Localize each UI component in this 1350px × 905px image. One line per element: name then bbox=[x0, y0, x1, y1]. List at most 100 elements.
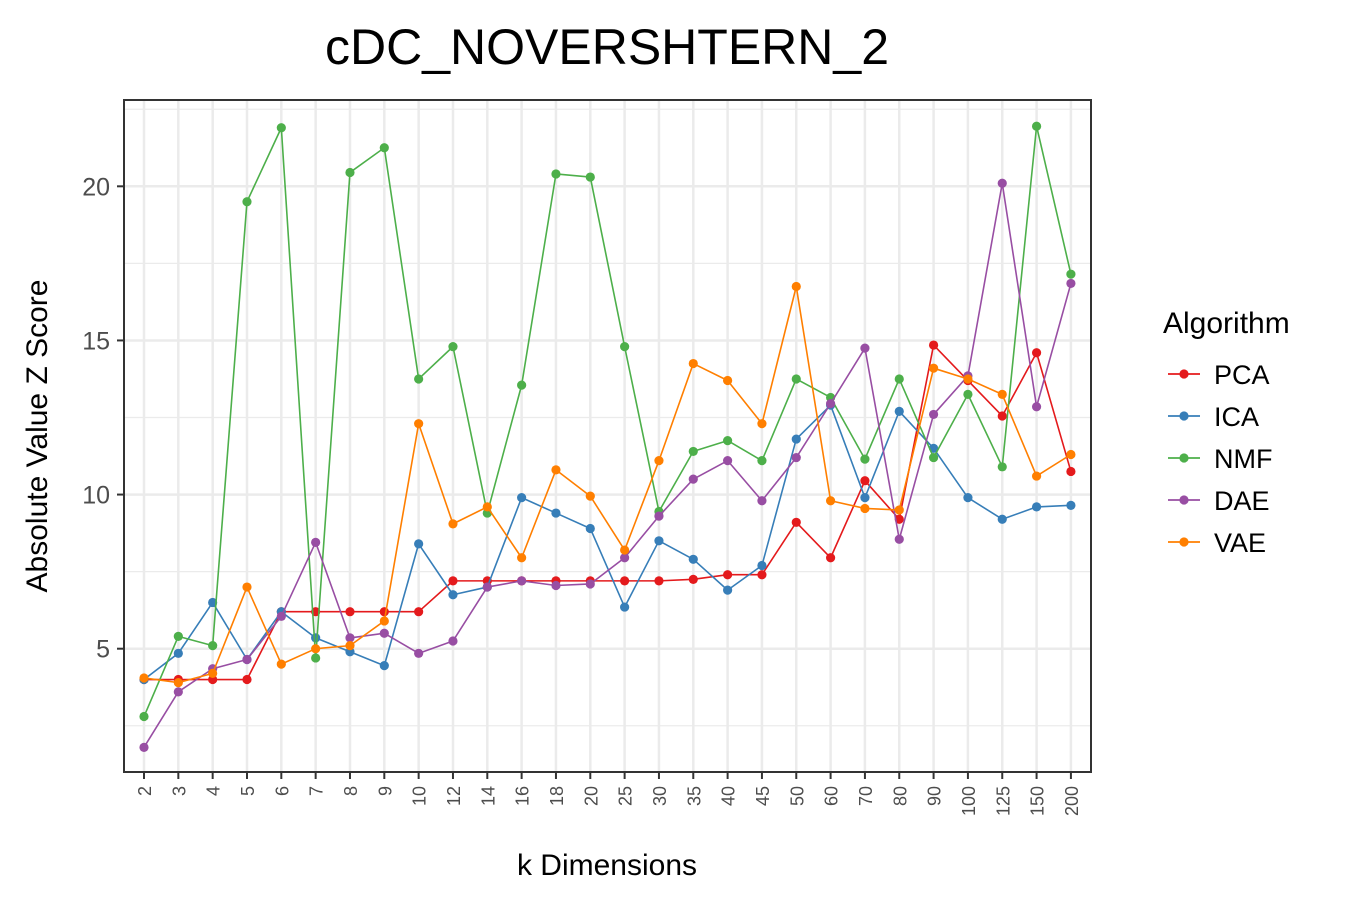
x-tick-label: 9 bbox=[375, 786, 395, 796]
data-point-ica bbox=[757, 560, 767, 571]
x-tick-label: 20 bbox=[581, 786, 601, 806]
x-tick-label: 10 bbox=[410, 786, 430, 806]
data-point-vae bbox=[723, 375, 733, 386]
data-point-pca bbox=[1066, 466, 1076, 477]
legend-key-point bbox=[1179, 495, 1189, 505]
data-point-pca bbox=[620, 576, 630, 586]
data-point-ica bbox=[173, 648, 183, 658]
data-point-pca bbox=[414, 607, 424, 617]
data-point-dae bbox=[379, 628, 389, 638]
data-point-pca bbox=[654, 576, 664, 586]
data-point-nmf bbox=[139, 711, 149, 722]
series-dae bbox=[139, 178, 1076, 752]
data-point-nmf bbox=[860, 454, 870, 464]
data-point-nmf bbox=[276, 123, 286, 133]
data-point-pca bbox=[688, 574, 698, 584]
data-point-dae bbox=[311, 537, 321, 547]
data-point-dae bbox=[654, 511, 664, 521]
series-vae bbox=[139, 281, 1076, 688]
data-point-dae bbox=[620, 553, 630, 563]
data-point-vae bbox=[173, 678, 183, 688]
data-point-dae bbox=[414, 648, 424, 658]
data-point-vae bbox=[791, 281, 801, 292]
y-axis-title: Absolute Value Z Score bbox=[21, 280, 54, 593]
data-point-dae bbox=[826, 399, 836, 409]
data-point-ica bbox=[517, 493, 527, 503]
data-point-pca bbox=[345, 607, 355, 617]
data-point-ica bbox=[620, 602, 630, 612]
x-tick-label: 4 bbox=[204, 786, 224, 796]
data-point-vae bbox=[826, 496, 836, 506]
data-point-ica bbox=[723, 585, 733, 595]
data-point-dae bbox=[139, 742, 149, 752]
data-point-pca bbox=[791, 517, 801, 527]
legend-item-ica: ICA bbox=[1168, 402, 1259, 432]
data-point-vae bbox=[860, 503, 870, 514]
data-point-nmf bbox=[894, 374, 904, 384]
data-point-nmf bbox=[997, 462, 1007, 472]
data-point-dae bbox=[1066, 278, 1076, 289]
data-point-dae bbox=[276, 611, 286, 621]
x-tick-label: 90 bbox=[925, 786, 945, 806]
data-point-vae bbox=[963, 374, 973, 384]
data-point-vae bbox=[276, 659, 286, 669]
data-point-vae bbox=[345, 641, 355, 651]
data-point-pca bbox=[723, 570, 733, 580]
data-point-nmf bbox=[345, 167, 355, 178]
data-point-nmf bbox=[242, 197, 252, 207]
data-point-nmf bbox=[448, 342, 458, 352]
data-point-nmf bbox=[585, 172, 595, 182]
data-point-ica bbox=[894, 406, 904, 416]
data-point-dae bbox=[482, 582, 492, 592]
data-point-nmf bbox=[1031, 121, 1042, 131]
data-point-vae bbox=[688, 358, 698, 369]
data-point-ica bbox=[585, 523, 595, 534]
data-point-dae bbox=[997, 178, 1007, 188]
data-point-ica bbox=[997, 514, 1007, 524]
data-point-vae bbox=[894, 505, 904, 515]
data-point-pca bbox=[448, 576, 458, 586]
data-point-nmf bbox=[620, 342, 630, 352]
data-point-dae bbox=[242, 654, 252, 665]
data-point-dae bbox=[517, 576, 527, 586]
data-point-ica bbox=[208, 597, 218, 608]
data-point-vae bbox=[482, 502, 492, 512]
legend-item-pca: PCA bbox=[1168, 360, 1270, 390]
data-point-nmf bbox=[723, 436, 733, 446]
x-tick-label: 60 bbox=[822, 786, 842, 806]
legend-key-point bbox=[1179, 411, 1189, 421]
data-point-dae bbox=[791, 452, 801, 463]
data-point-nmf bbox=[1066, 269, 1076, 279]
data-point-vae bbox=[997, 389, 1007, 399]
plot-panel-border bbox=[123, 99, 1092, 773]
legend-label: NMF bbox=[1214, 444, 1272, 474]
y-tick-label: 5 bbox=[96, 636, 110, 664]
y-tick-label: 15 bbox=[82, 327, 110, 355]
data-point-vae bbox=[1066, 449, 1076, 460]
x-tick-label: 40 bbox=[719, 786, 739, 806]
y-tick-label: 10 bbox=[82, 482, 110, 510]
data-point-dae bbox=[723, 456, 733, 466]
x-tick-label: 30 bbox=[650, 786, 670, 806]
data-point-pca bbox=[826, 553, 836, 563]
data-point-vae bbox=[139, 673, 149, 683]
data-point-nmf bbox=[791, 374, 801, 384]
x-tick-label: 45 bbox=[753, 786, 773, 806]
data-point-dae bbox=[928, 409, 939, 420]
series-line-ica bbox=[143, 404, 1071, 681]
data-point-ica bbox=[860, 493, 870, 503]
legend-label: VAE bbox=[1214, 528, 1266, 558]
x-tick-label: 12 bbox=[444, 786, 464, 806]
legend-item-vae: VAE bbox=[1168, 528, 1266, 558]
x-tick-label: 125 bbox=[993, 786, 1013, 816]
data-point-ica bbox=[791, 434, 801, 444]
x-tick-label: 35 bbox=[684, 786, 704, 806]
data-point-dae bbox=[448, 636, 458, 646]
data-point-dae bbox=[551, 580, 561, 591]
data-point-dae bbox=[894, 534, 904, 544]
data-point-ica bbox=[379, 661, 389, 671]
series-line-vae bbox=[143, 285, 1072, 684]
